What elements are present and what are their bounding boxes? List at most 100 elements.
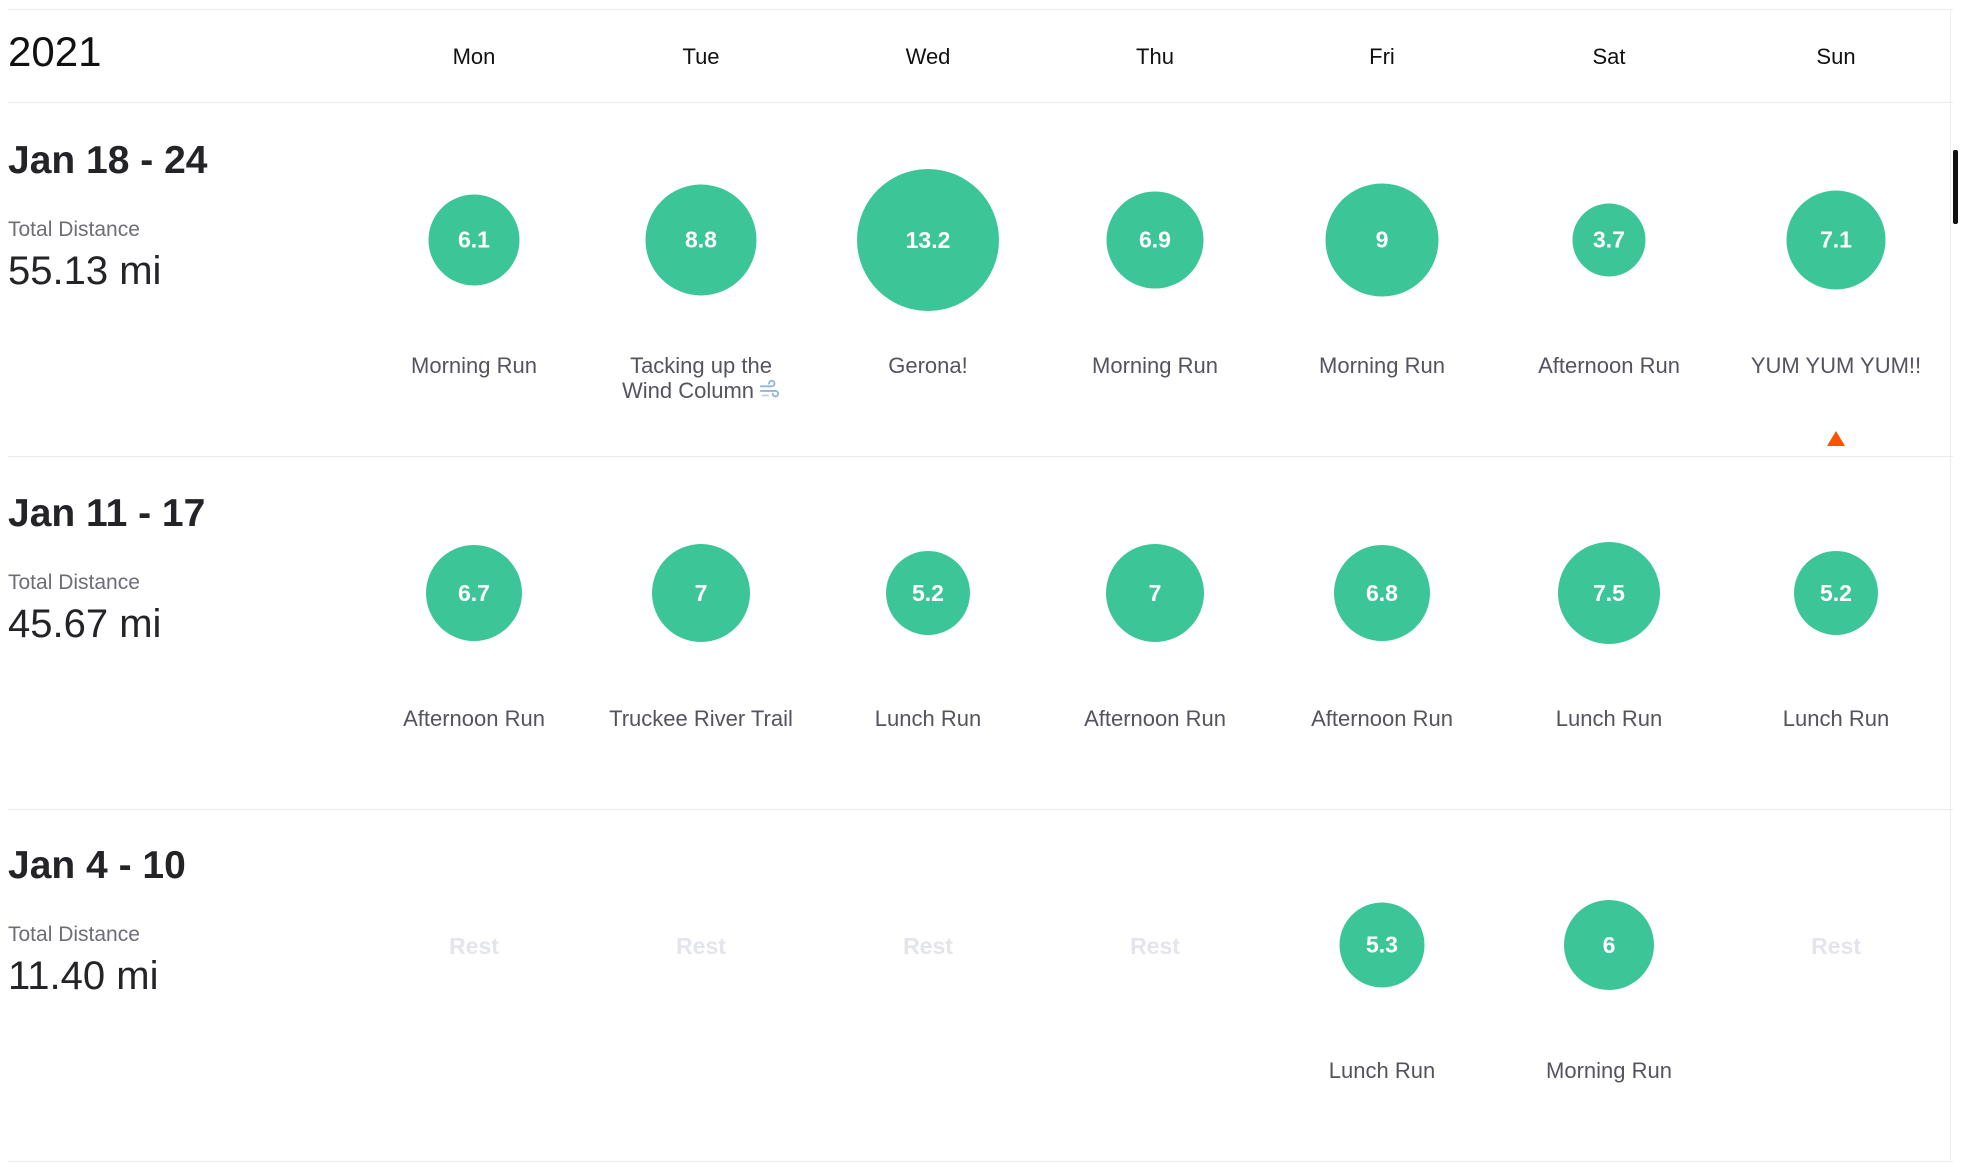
- day-cell-thu: 6.9 Morning Run: [1041, 103, 1269, 457]
- activity-name[interactable]: Lunch Run: [1722, 706, 1950, 731]
- activity-name-text: Lunch Run: [1782, 706, 1890, 731]
- activity-bubble[interactable]: 7: [652, 544, 750, 642]
- activity-name[interactable]: Lunch Run: [1268, 1058, 1496, 1083]
- day-cell-tue: Rest: [587, 808, 815, 1162]
- activity-distance: 6: [1602, 931, 1616, 958]
- scrollbar-track[interactable]: [1950, 10, 1951, 1160]
- activity-name-text: Morning Run: [1319, 353, 1445, 378]
- activity-name[interactable]: Morning Run: [1268, 353, 1496, 378]
- rest-label: Rest: [903, 933, 953, 959]
- activity-name[interactable]: Afternoon Run: [1495, 353, 1723, 378]
- total-distance-value: 45.67 mi: [8, 602, 162, 646]
- total-distance-label: Total Distance: [8, 923, 140, 946]
- activity-name-text: Afternoon Run: [1538, 353, 1680, 378]
- activity-name-text: Morning Run: [1092, 353, 1218, 378]
- week-row: Jan 18 - 24 Total Distance 55.13 mi 6.1 Morn…: [8, 103, 1953, 457]
- activity-name[interactable]: Lunch Run: [814, 706, 1042, 731]
- day-header-sat: Sat: [1592, 44, 1626, 69]
- activity-bubble[interactable]: 6: [1564, 900, 1654, 990]
- activity-name-text: Tacking up the Wind Column: [621, 353, 772, 403]
- day-cell-sat: 7.5 Lunch Run: [1495, 456, 1723, 810]
- activity-bubble[interactable]: 5.3: [1339, 902, 1425, 988]
- activity-distance: 5.3: [1366, 931, 1398, 958]
- activity-distance: 5.2: [912, 579, 944, 606]
- divider: [8, 9, 1953, 10]
- day-cell-tue: 7 Truckee River Trail: [587, 456, 815, 810]
- activity-name[interactable]: Gerona!: [814, 353, 1042, 378]
- divider: [8, 1161, 1953, 1162]
- activity-bubble[interactable]: 9: [1325, 183, 1439, 297]
- activity-bubble[interactable]: 5.2: [886, 551, 970, 635]
- activity-distance: 7.1: [1820, 226, 1852, 253]
- rest-label: Rest: [449, 933, 499, 959]
- rest-label: Rest: [676, 933, 726, 959]
- activity-distance: 6.9: [1139, 226, 1171, 253]
- rest-label: Rest: [1130, 933, 1180, 959]
- activity-bubble[interactable]: 6.7: [426, 545, 522, 641]
- activity-bubble[interactable]: 7.1: [1786, 190, 1886, 290]
- activity-bubble[interactable]: 7.5: [1558, 542, 1660, 644]
- day-cell-thu: Rest: [1041, 808, 1269, 1162]
- day-header-sun: Sun: [1816, 44, 1856, 69]
- activity-bubble[interactable]: 8.8: [645, 184, 757, 296]
- week-range[interactable]: Jan 11 - 17: [8, 492, 206, 535]
- activity-name-text: Lunch Run: [1555, 706, 1663, 731]
- activity-name-text: Morning Run: [1546, 1058, 1672, 1083]
- activity-bubble[interactable]: 7: [1106, 544, 1204, 642]
- day-cell-mon: 6.1 Morning Run: [360, 103, 588, 457]
- scrollbar-thumb[interactable]: [1953, 150, 1958, 224]
- day-cell-sun: 5.2 Lunch Run: [1722, 456, 1950, 810]
- activity-name[interactable]: Truckee River Trail: [587, 706, 815, 731]
- activity-name-text: Lunch Run: [1328, 1058, 1436, 1083]
- activity-name-text: Gerona!: [888, 353, 968, 378]
- activity-name-text: YUM YUM YUM!!: [1750, 353, 1922, 378]
- activity-distance: 6.1: [458, 226, 490, 253]
- activity-distance: 7: [1148, 579, 1162, 606]
- total-distance-value: 11.40 mi: [8, 954, 159, 998]
- activity-name[interactable]: YUM YUM YUM!!: [1722, 353, 1950, 378]
- activity-name-text: Afternoon Run: [1084, 706, 1226, 731]
- activity-bubble[interactable]: 6.9: [1106, 191, 1204, 289]
- divider: [8, 809, 1953, 810]
- activity-name[interactable]: Morning Run: [360, 353, 588, 378]
- activity-distance: 7: [694, 579, 708, 606]
- day-header-thu: Thu: [1136, 44, 1174, 69]
- activity-name[interactable]: Afternoon Run: [360, 706, 588, 731]
- total-distance-value: 55.13 mi: [8, 249, 162, 293]
- activity-name[interactable]: Lunch Run: [1495, 706, 1723, 731]
- activity-name-text: Afternoon Run: [1311, 706, 1453, 731]
- week-range[interactable]: Jan 18 - 24: [8, 139, 208, 182]
- activity-bubble[interactable]: 5.2: [1794, 551, 1878, 635]
- activity-distance: 8.8: [685, 226, 717, 253]
- activity-name-text: Afternoon Run: [403, 706, 545, 731]
- day-cell-fri: 5.3 Lunch Run: [1268, 808, 1496, 1162]
- day-cell-sun: Rest: [1722, 808, 1950, 1162]
- day-header-fri: Fri: [1369, 44, 1395, 69]
- total-distance-label: Total Distance: [8, 218, 140, 241]
- day-cell-tue: 8.8 Tacking up the Wind Column: [587, 103, 815, 457]
- day-cell-sat: 6 Morning Run: [1495, 808, 1723, 1162]
- week-row: Jan 4 - 10 Total Distance 11.40 mi Rest Rest…: [8, 808, 1953, 1162]
- activity-distance: 9: [1375, 226, 1389, 253]
- activity-name-text: Lunch Run: [874, 706, 982, 731]
- activity-distance: 6.7: [458, 579, 490, 606]
- selected-indicator-icon: [1827, 431, 1845, 446]
- day-cell-sat: 3.7 Afternoon Run: [1495, 103, 1723, 457]
- activity-bubble[interactable]: 6.1: [428, 194, 520, 286]
- activity-name[interactable]: Afternoon Run: [1268, 706, 1496, 731]
- divider: [8, 456, 1953, 457]
- activity-name[interactable]: Morning Run: [1041, 353, 1269, 378]
- day-cell-thu: 7 Afternoon Run: [1041, 456, 1269, 810]
- activity-bubble[interactable]: 6.8: [1334, 545, 1430, 641]
- activity-name[interactable]: Afternoon Run: [1041, 706, 1269, 731]
- activity-name[interactable]: Morning Run: [1495, 1058, 1723, 1083]
- activity-name[interactable]: Tacking up the Wind Column: [611, 353, 791, 403]
- activity-bubble[interactable]: 3.7: [1572, 203, 1646, 277]
- activity-bubble[interactable]: 13.2: [857, 169, 999, 311]
- day-cell-wed: 13.2 Gerona!: [814, 103, 1042, 457]
- rest-label: Rest: [1811, 933, 1861, 959]
- wind-icon: [759, 379, 780, 398]
- week-range[interactable]: Jan 4 - 10: [8, 844, 186, 887]
- day-cell-mon: 6.7 Afternoon Run: [360, 456, 588, 810]
- calendar-header: 2021 Mon Tue Wed Thu Fri Sat Sun: [8, 10, 1953, 102]
